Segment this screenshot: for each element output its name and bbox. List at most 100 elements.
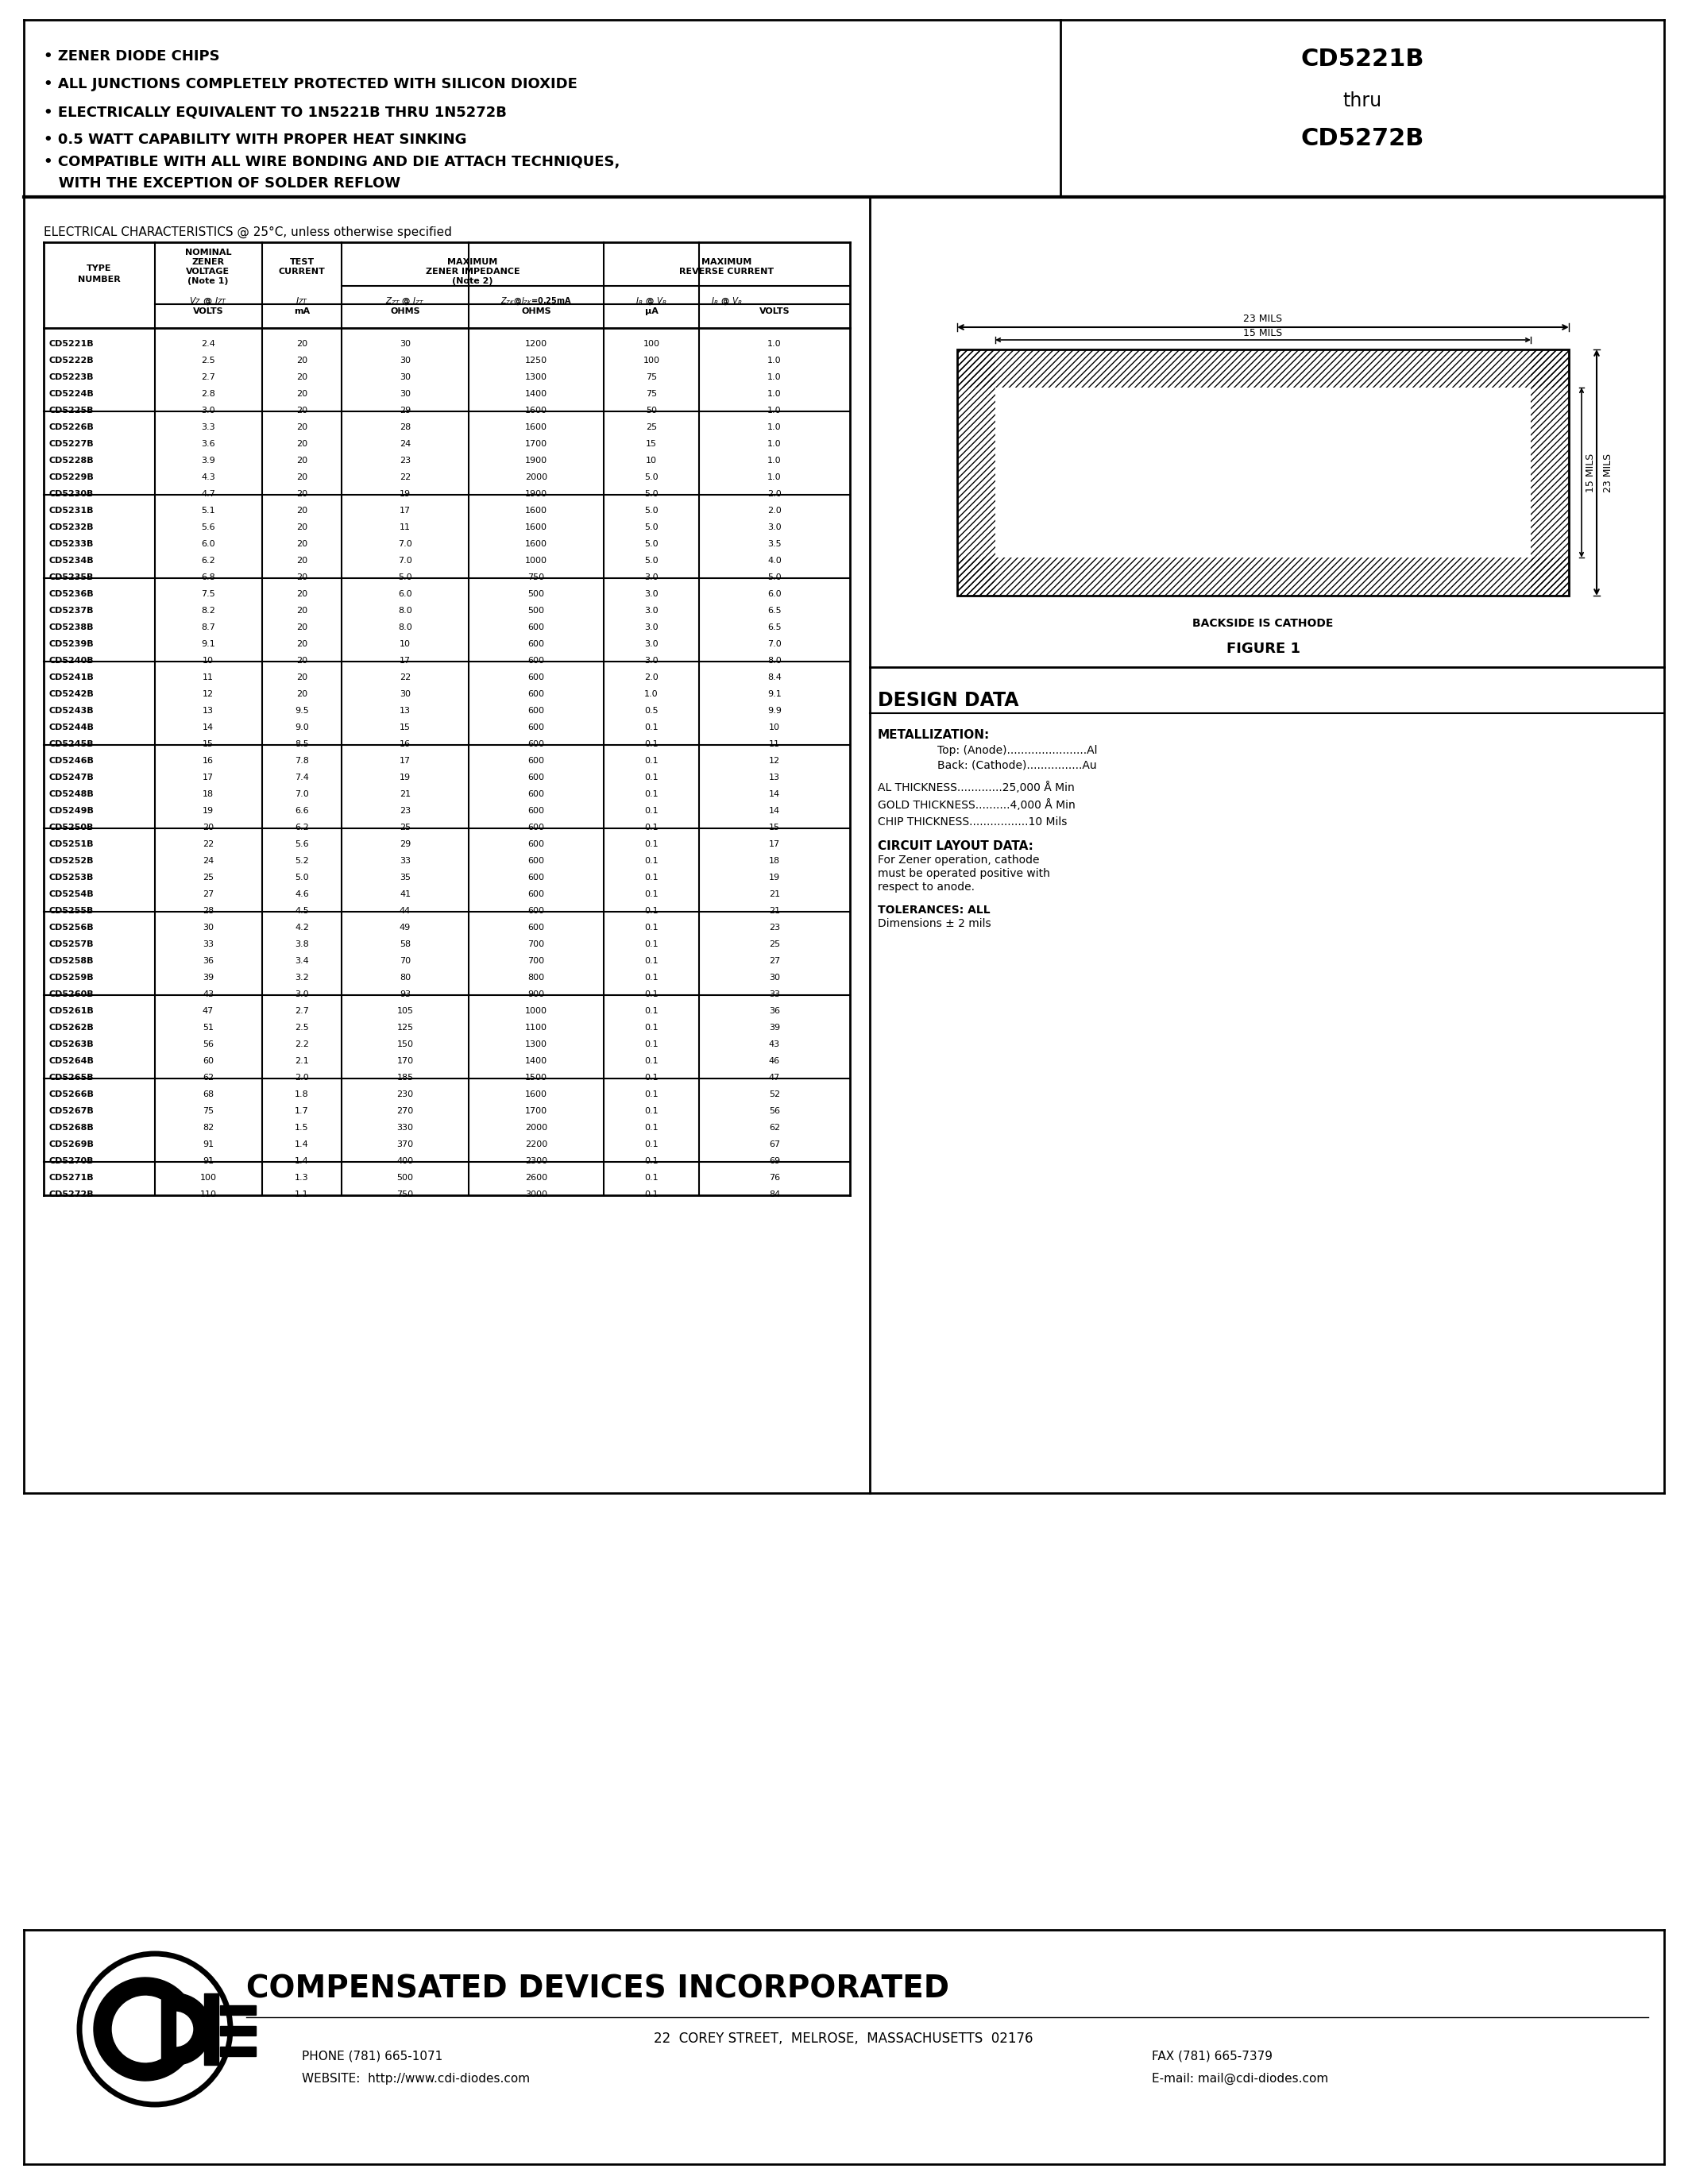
Text: METALLIZATION:: METALLIZATION: [878,729,989,740]
Text: 0.1: 0.1 [645,924,658,933]
Text: 75: 75 [647,391,657,397]
Text: 22: 22 [400,474,410,480]
Text: CD5247B: CD5247B [49,773,93,782]
Text: 19: 19 [770,874,780,882]
Text: 19: 19 [400,489,410,498]
Text: 20: 20 [297,574,307,581]
Text: 21: 21 [770,906,780,915]
Text: 56: 56 [770,1107,780,1116]
Text: 21: 21 [770,891,780,898]
Text: 7.8: 7.8 [295,758,309,764]
Text: 9.1: 9.1 [201,640,214,649]
Text: 6.6: 6.6 [295,806,309,815]
Text: CD5272B: CD5272B [1301,127,1425,151]
Text: CD5250B: CD5250B [49,823,93,832]
Text: CD5258B: CD5258B [49,957,93,965]
Text: thru: thru [1344,92,1382,111]
Text: 0.5: 0.5 [645,708,658,714]
Text: • 0.5 WATT CAPABILITY WITH PROPER HEAT SINKING: • 0.5 WATT CAPABILITY WITH PROPER HEAT S… [44,133,466,146]
Text: 20: 20 [297,690,307,699]
Text: CD5232B: CD5232B [49,524,93,531]
Text: 7.0: 7.0 [295,791,309,797]
Bar [1531,349,1568,596]
Text: (Note 2): (Note 2) [452,277,493,286]
Text: 7.0: 7.0 [398,539,412,548]
Text: 15: 15 [770,823,780,832]
Text: 4.3: 4.3 [201,474,214,480]
Text: 600: 600 [528,791,545,797]
Bar [219,2046,257,2055]
Text: 600: 600 [528,673,545,681]
Text: 33: 33 [203,941,214,948]
Text: 3.4: 3.4 [295,957,309,965]
Text: 5.0: 5.0 [295,874,309,882]
Text: 2.0: 2.0 [645,673,658,681]
Text: 80: 80 [400,974,410,981]
Text: TOLERANCES: ALL: TOLERANCES: ALL [878,904,991,915]
Text: 13: 13 [400,708,410,714]
Text: 1600: 1600 [525,424,547,430]
Text: 3.8: 3.8 [295,941,309,948]
Bar [219,2027,257,2035]
Text: 500: 500 [528,607,545,614]
Text: 110: 110 [199,1190,216,1199]
Text: CD5235B: CD5235B [49,574,93,581]
Text: 20: 20 [297,557,307,566]
Text: 600: 600 [528,640,545,649]
Text: 150: 150 [397,1040,414,1048]
Text: WITH THE EXCEPTION OF SOLDER REFLOW: WITH THE EXCEPTION OF SOLDER REFLOW [44,177,400,190]
Text: 30: 30 [400,391,410,397]
Text: 3.6: 3.6 [201,439,214,448]
Text: 3.9: 3.9 [201,456,214,465]
Text: CD5254B: CD5254B [49,891,93,898]
Text: CD5256B: CD5256B [49,924,93,933]
Text: 25: 25 [400,823,410,832]
Text: 8.2: 8.2 [201,607,216,614]
Text: 20: 20 [297,406,307,415]
Text: 19: 19 [203,806,214,815]
Text: CD5223B: CD5223B [49,373,93,382]
Text: WEBSITE:  http://www.cdi-diodes.com: WEBSITE: http://www.cdi-diodes.com [302,2073,530,2086]
Text: 1.0: 1.0 [768,474,782,480]
Text: 0.1: 0.1 [645,941,658,948]
Text: 1600: 1600 [525,1090,547,1099]
Text: 43: 43 [770,1040,780,1048]
Text: NOMINAL: NOMINAL [186,249,231,256]
Text: 8.0: 8.0 [398,622,412,631]
Text: ELECTRICAL CHARACTERISTICS @ 25°C, unless otherwise specified: ELECTRICAL CHARACTERISTICS @ 25°C, unles… [44,227,452,238]
Bar [957,349,1568,387]
Bar [957,557,1568,596]
Text: 0.1: 0.1 [645,806,658,815]
Text: 25: 25 [647,424,657,430]
Text: 8.5: 8.5 [295,740,309,749]
Text: 29: 29 [400,406,410,415]
Text: VOLTAGE: VOLTAGE [186,269,230,275]
Text: 1900: 1900 [525,456,547,465]
Text: 16: 16 [400,740,410,749]
Text: VOLTS: VOLTS [192,308,223,314]
Text: • COMPATIBLE WITH ALL WIRE BONDING AND DIE ATTACH TECHNIQUES,: • COMPATIBLE WITH ALL WIRE BONDING AND D… [44,155,619,168]
Text: $I_R$ @ $V_R$: $I_R$ @ $V_R$ [636,295,667,306]
Text: CD5253B: CD5253B [49,874,93,882]
Text: 1000: 1000 [525,1007,547,1016]
Text: 70: 70 [400,957,410,965]
Text: 6.0: 6.0 [768,590,782,598]
Text: 0.1: 0.1 [645,1040,658,1048]
Text: 5.0: 5.0 [645,524,658,531]
Text: 6.0: 6.0 [398,590,412,598]
Text: 0.1: 0.1 [645,974,658,981]
Text: 8.4: 8.4 [768,673,782,681]
Text: CD5260B: CD5260B [49,989,93,998]
Text: 0.1: 0.1 [645,874,658,882]
Text: 600: 600 [528,924,545,933]
Text: CD5227B: CD5227B [49,439,93,448]
Text: 3.0: 3.0 [645,622,658,631]
Text: CD5251B: CD5251B [49,841,93,847]
Text: 23 MILS: 23 MILS [1604,452,1614,491]
Text: 5.2: 5.2 [295,856,309,865]
Text: CD5259B: CD5259B [49,974,93,981]
Text: 5.0: 5.0 [645,489,658,498]
Text: 60: 60 [203,1057,214,1066]
Text: $Z_{ZK}$@$I_{ZK}$=0.25mA: $Z_{ZK}$@$I_{ZK}$=0.25mA [500,295,572,306]
Text: 12: 12 [770,758,780,764]
